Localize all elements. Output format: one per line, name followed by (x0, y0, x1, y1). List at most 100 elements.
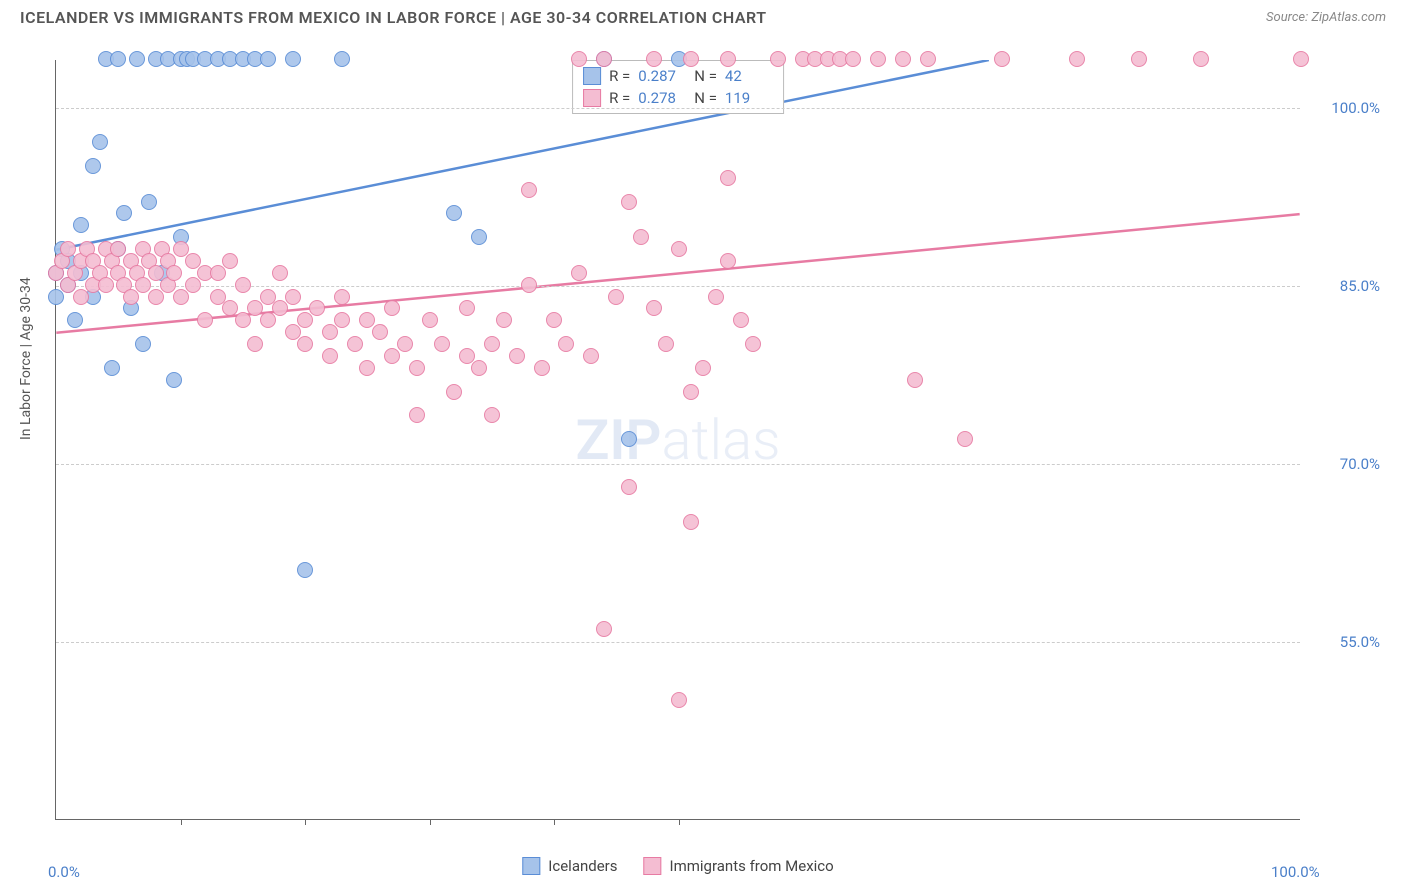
data-point (1069, 51, 1085, 67)
data-point (596, 621, 612, 637)
y-axis-label: In Labor Force | Age 30-34 (18, 277, 34, 440)
data-point (92, 134, 108, 150)
data-point (247, 336, 263, 352)
x-tick-mark (430, 819, 431, 825)
data-point (1131, 51, 1147, 67)
data-point (235, 312, 251, 328)
stats-row: R =0.278N =119 (583, 87, 773, 109)
data-point (409, 407, 425, 423)
data-point (334, 312, 350, 328)
stat-n-label: N = (694, 89, 717, 107)
data-point (359, 360, 375, 376)
data-point (347, 336, 363, 352)
data-point (708, 289, 724, 305)
data-point (546, 312, 562, 328)
data-point (260, 312, 276, 328)
data-point (285, 289, 301, 305)
legend-label: Immigrants from Mexico (670, 857, 834, 875)
data-point (558, 336, 574, 352)
data-point (272, 265, 288, 281)
data-point (521, 182, 537, 198)
source-credit: Source: ZipAtlas.com (1266, 10, 1386, 25)
data-point (994, 51, 1010, 67)
data-point (409, 360, 425, 376)
data-point (422, 312, 438, 328)
data-point (633, 229, 649, 245)
x-tick-mark (305, 819, 306, 825)
data-point (658, 336, 674, 352)
data-point (384, 300, 400, 316)
data-point (309, 300, 325, 316)
data-point (521, 277, 537, 293)
legend-swatch (644, 857, 662, 875)
gridline (56, 108, 1300, 109)
data-point (471, 360, 487, 376)
data-point (173, 289, 189, 305)
data-point (116, 205, 132, 221)
stat-r-label: R = (609, 67, 630, 85)
legend-swatch (522, 857, 540, 875)
chart-title: ICELANDER VS IMMIGRANTS FROM MEXICO IN L… (20, 8, 767, 27)
data-point (496, 312, 512, 328)
data-point (222, 253, 238, 269)
data-point (297, 562, 313, 578)
data-point (720, 170, 736, 186)
plot-area: ZIPatlas R =0.287N =42R =0.278N =119 Ice… (55, 60, 1300, 820)
stats-box: R = 0.287 N = 42R = 0.278 N = 119 (572, 60, 784, 114)
data-point (509, 348, 525, 364)
data-point (166, 372, 182, 388)
data-point (459, 300, 475, 316)
data-point (334, 289, 350, 305)
stat-n-label: N = (694, 67, 717, 85)
data-point (683, 514, 699, 530)
data-point (73, 289, 89, 305)
data-point (285, 51, 301, 67)
data-point (596, 51, 612, 67)
data-point (397, 336, 413, 352)
data-point (583, 348, 599, 364)
data-point (534, 360, 550, 376)
x-tick-label: 0.0% (48, 863, 80, 881)
stat-n-value: 119 (725, 89, 773, 107)
gridline (56, 642, 1300, 643)
data-point (907, 372, 923, 388)
data-point (733, 312, 749, 328)
y-tick-label: 100.0% (1310, 99, 1380, 117)
data-point (135, 336, 151, 352)
legend-swatch (583, 67, 601, 85)
data-point (683, 384, 699, 400)
data-point (166, 265, 182, 281)
data-point (48, 289, 64, 305)
data-point (671, 241, 687, 257)
y-tick-label: 70.0% (1310, 455, 1380, 473)
x-tick-label: 100.0% (1271, 863, 1320, 881)
data-point (73, 217, 89, 233)
stat-n-value: 42 (725, 67, 773, 85)
stats-row: R = 0.287 N = 42 (583, 65, 773, 87)
data-point (484, 336, 500, 352)
data-point (446, 384, 462, 400)
data-point (185, 277, 201, 293)
x-tick-mark (679, 819, 680, 825)
stat-r-value: 0.287 (638, 67, 686, 85)
legend-label: Icelanders (548, 857, 617, 875)
data-point (484, 407, 500, 423)
y-tick-label: 85.0% (1310, 277, 1380, 295)
data-point (671, 692, 687, 708)
data-point (210, 265, 226, 281)
data-point (384, 348, 400, 364)
data-point (571, 265, 587, 281)
stat-r-value: 0.278 (638, 89, 686, 107)
data-point (197, 312, 213, 328)
data-point (322, 324, 338, 340)
data-point (695, 360, 711, 376)
data-point (646, 300, 662, 316)
data-point (621, 194, 637, 210)
data-point (957, 431, 973, 447)
y-tick-label: 55.0% (1310, 633, 1380, 651)
data-point (1293, 51, 1309, 67)
data-point (683, 51, 699, 67)
legend-item: Immigrants from Mexico (644, 857, 834, 875)
data-point (297, 312, 313, 328)
bottom-legend: Icelanders Immigrants from Mexico (522, 857, 833, 875)
